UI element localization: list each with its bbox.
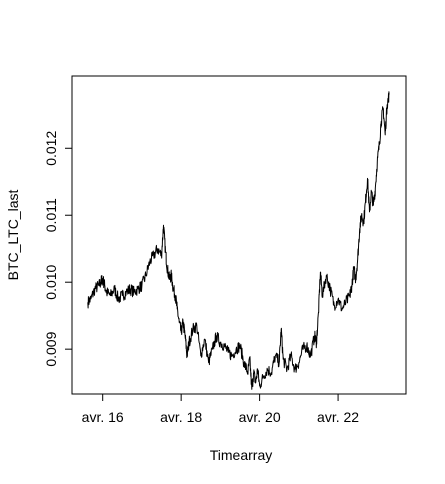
x-axis: avr. 16 avr. 18 avr. 20 avr. 22 (82, 394, 359, 425)
plot-box (71, 75, 407, 395)
y-tick-label: 0.011 (43, 198, 59, 232)
y-tick-label: 0.012 (43, 131, 59, 166)
x-axis-title: Timearray (210, 447, 273, 463)
y-tick-label: 0.009 (43, 331, 59, 366)
series-line-btc-ltc-last (87, 91, 390, 390)
x-tick-label: avr. 18 (160, 409, 202, 425)
x-tick-label: avr. 22 (317, 409, 359, 425)
y-tick-label: 0.010 (43, 264, 59, 299)
x-tick-label: avr. 20 (239, 409, 281, 425)
x-tick-label: avr. 16 (82, 409, 124, 425)
y-axis-title: BTC_LTC_last (5, 190, 21, 281)
y-axis: 0.009 0.010 0.011 0.012 (43, 131, 72, 367)
